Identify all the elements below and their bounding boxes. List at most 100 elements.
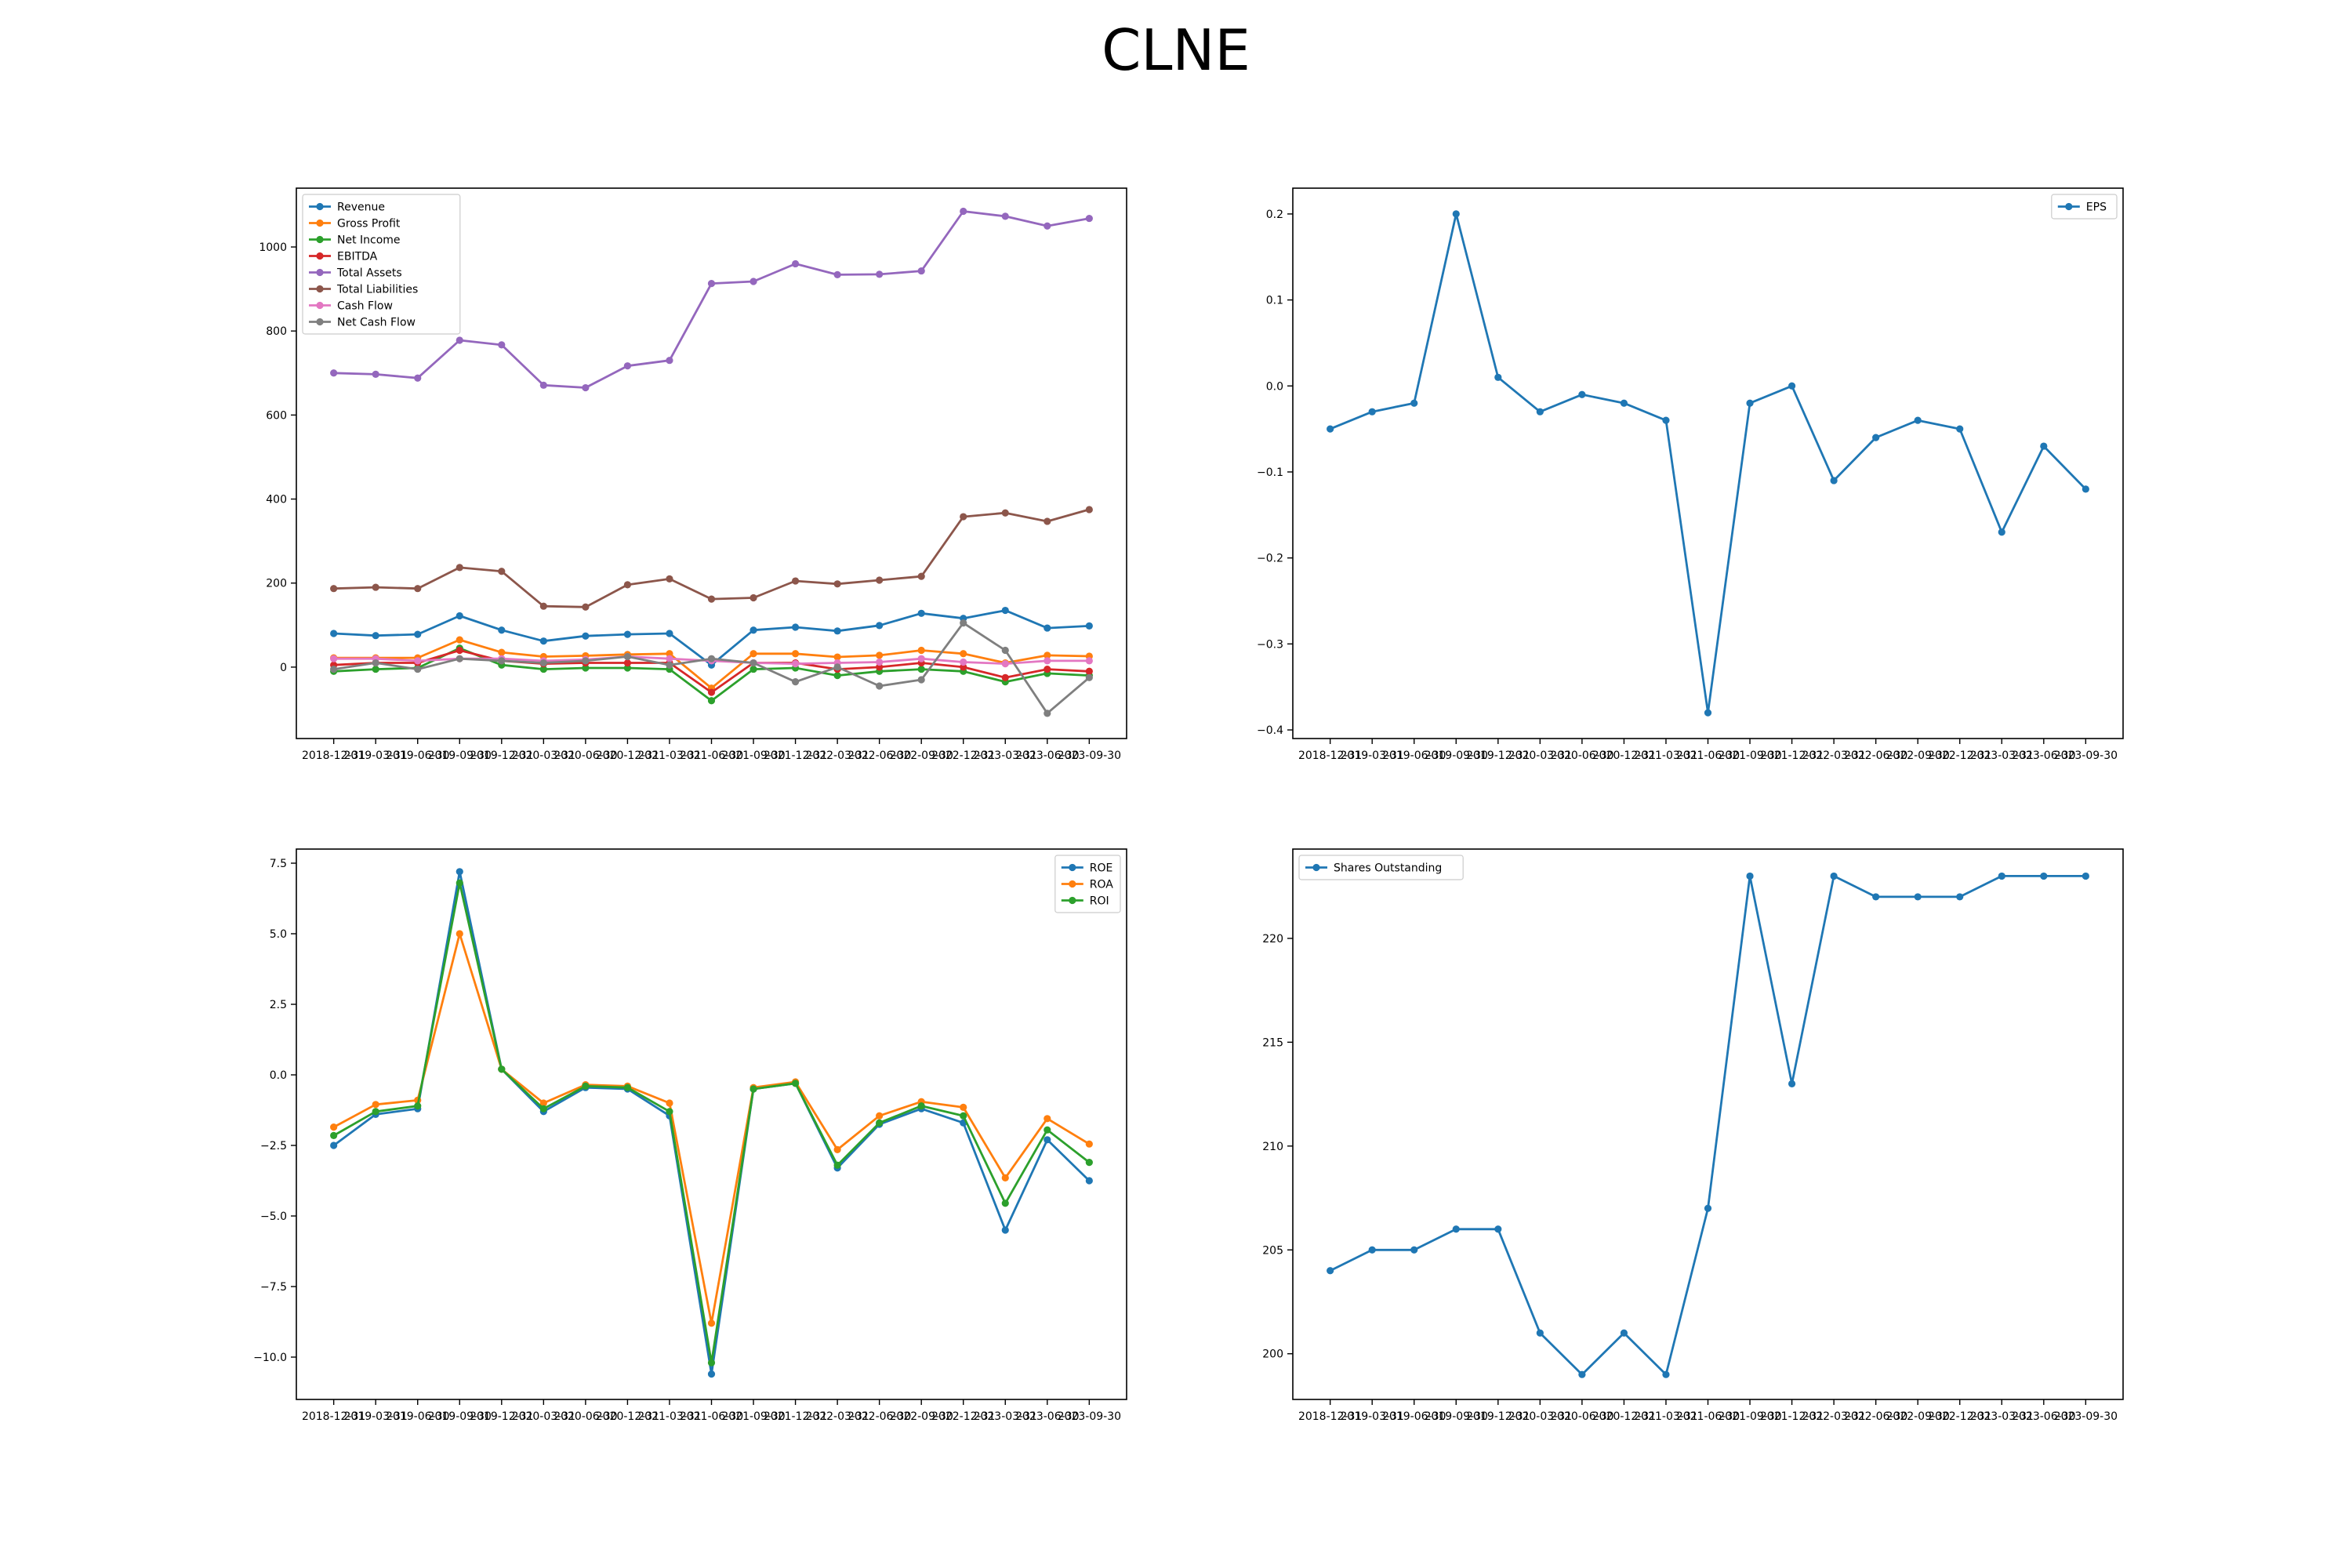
x-tick-label: 2020-03-31 bbox=[512, 750, 575, 762]
data-point bbox=[791, 577, 800, 585]
data-point bbox=[330, 1142, 338, 1149]
data-point bbox=[791, 660, 800, 668]
data-point bbox=[1044, 222, 1051, 230]
data-point bbox=[960, 658, 967, 666]
data-point bbox=[707, 1319, 716, 1327]
data-point bbox=[1001, 1174, 1009, 1181]
data-point bbox=[582, 383, 590, 392]
data-point bbox=[876, 663, 884, 671]
data-point bbox=[1662, 1370, 1670, 1378]
data-point bbox=[1788, 382, 1796, 390]
x-tick-label: 2018-12-31 bbox=[1298, 1410, 1362, 1423]
data-point bbox=[666, 630, 673, 637]
y-tick-label: 205 bbox=[1262, 1244, 1283, 1257]
data-point bbox=[1368, 1246, 1376, 1254]
data-point bbox=[750, 593, 757, 602]
x-tick-label: 2023-03-31 bbox=[974, 750, 1037, 762]
legend-label: Net Income bbox=[337, 234, 401, 247]
data-point bbox=[960, 619, 967, 627]
data-point bbox=[330, 585, 338, 593]
data-point bbox=[1956, 893, 1964, 901]
data-point bbox=[623, 581, 632, 589]
x-tick-label: 2022-09-30 bbox=[890, 750, 953, 762]
series-line bbox=[1330, 875, 2086, 1376]
data-point bbox=[791, 678, 800, 686]
legend-box bbox=[1298, 855, 1464, 880]
data-point bbox=[1746, 872, 1754, 880]
data-point bbox=[1001, 673, 1009, 681]
data-point bbox=[1788, 1080, 1796, 1087]
data-point bbox=[539, 381, 547, 389]
legend-label: Net Cash Flow bbox=[337, 317, 416, 329]
data-point bbox=[750, 659, 757, 667]
data-point bbox=[456, 879, 463, 887]
y-tick-label: 5.0 bbox=[270, 928, 287, 941]
x-tick-label: 2021-03-31 bbox=[1634, 750, 1697, 762]
x-tick-label: 2022-03-31 bbox=[805, 1410, 869, 1423]
data-point bbox=[750, 665, 757, 673]
data-point bbox=[1001, 646, 1009, 655]
x-tick-label: 2019-03-31 bbox=[1341, 1410, 1404, 1423]
data-point bbox=[582, 1082, 590, 1090]
y-tick-label: 0.2 bbox=[1266, 209, 1283, 221]
data-point bbox=[1704, 709, 1712, 717]
y-tick-label: 2.5 bbox=[270, 999, 287, 1011]
x-tick-label: 2023-06-30 bbox=[1015, 750, 1079, 762]
data-point bbox=[750, 278, 757, 285]
data-point bbox=[917, 267, 925, 275]
x-tick-label: 2023-09-30 bbox=[2054, 750, 2118, 762]
plot-frame bbox=[1292, 848, 2124, 1400]
x-tick-label: 2018-12-31 bbox=[302, 1410, 365, 1423]
x-tick-label: 2020-06-30 bbox=[554, 750, 617, 762]
x-tick-label: 2021-09-30 bbox=[721, 1410, 785, 1423]
data-point bbox=[539, 602, 547, 610]
y-tick-label: −0.3 bbox=[1257, 638, 1283, 651]
data-point bbox=[707, 697, 716, 705]
x-tick-label: 2023-09-30 bbox=[2054, 1410, 2118, 1423]
data-point bbox=[330, 630, 338, 637]
y-tick-label: −7.5 bbox=[260, 1281, 287, 1294]
data-point bbox=[1001, 660, 1009, 668]
data-point bbox=[1044, 665, 1051, 673]
data-point bbox=[372, 583, 379, 591]
data-point bbox=[960, 1112, 967, 1120]
x-tick-label: 2021-12-31 bbox=[1760, 1410, 1824, 1423]
data-point bbox=[623, 652, 632, 661]
x-tick-label: 2019-12-31 bbox=[1466, 750, 1530, 762]
data-point bbox=[666, 575, 673, 583]
data-point bbox=[498, 626, 506, 634]
x-tick-label: 2019-03-31 bbox=[1341, 750, 1404, 762]
legend-swatch-marker bbox=[1069, 863, 1076, 872]
data-point bbox=[876, 270, 884, 278]
legend-swatch-marker bbox=[2065, 202, 2073, 211]
data-point bbox=[1704, 1204, 1712, 1212]
x-tick-label: 2019-12-31 bbox=[470, 1410, 533, 1423]
data-point bbox=[539, 637, 547, 645]
x-tick-label: 2019-03-31 bbox=[344, 750, 408, 762]
data-point bbox=[539, 659, 547, 667]
x-tick-label: 2023-06-30 bbox=[2012, 750, 2075, 762]
x-tick-label: 2023-09-30 bbox=[1058, 750, 1121, 762]
legend: ROE ROA ROI bbox=[1054, 855, 1121, 913]
x-tick-label: 2018-12-31 bbox=[1298, 750, 1362, 762]
data-point bbox=[876, 682, 884, 690]
data-point bbox=[1578, 390, 1586, 398]
data-point bbox=[1410, 1246, 1418, 1254]
data-point bbox=[1368, 408, 1376, 416]
data-point bbox=[330, 1131, 338, 1139]
legend-label: Shares Outstanding bbox=[1334, 862, 1442, 875]
x-tick-label: 2021-12-31 bbox=[1760, 750, 1824, 762]
data-point bbox=[917, 1102, 925, 1110]
x-tick-label: 2021-06-30 bbox=[1676, 750, 1740, 762]
data-point bbox=[1044, 1126, 1051, 1134]
data-point bbox=[1085, 506, 1093, 514]
data-point bbox=[1410, 399, 1418, 407]
legend-swatch-marker bbox=[316, 268, 324, 277]
data-point bbox=[414, 657, 422, 665]
data-point bbox=[1536, 408, 1544, 416]
data-point bbox=[1044, 1136, 1051, 1144]
data-point bbox=[1998, 872, 2005, 880]
data-point bbox=[876, 576, 884, 584]
data-point bbox=[707, 280, 716, 288]
